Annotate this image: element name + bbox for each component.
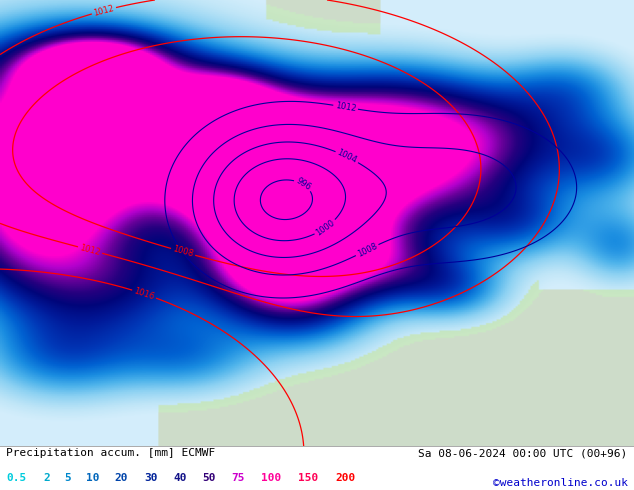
Text: 1008: 1008 xyxy=(356,242,378,259)
Text: 1000: 1000 xyxy=(314,218,337,237)
Text: 200: 200 xyxy=(335,473,356,484)
Text: 1016: 1016 xyxy=(133,286,155,301)
Text: 1008: 1008 xyxy=(172,245,195,259)
Text: 10: 10 xyxy=(86,473,99,484)
Text: Precipitation accum. [mm] ECMWF: Precipitation accum. [mm] ECMWF xyxy=(6,448,216,458)
Text: 1004: 1004 xyxy=(335,148,358,166)
Text: Sa 08-06-2024 00:00 UTC (00+96): Sa 08-06-2024 00:00 UTC (00+96) xyxy=(418,448,628,458)
Text: 0.5: 0.5 xyxy=(6,473,27,484)
Text: 1012: 1012 xyxy=(93,3,115,18)
Text: 75: 75 xyxy=(231,473,245,484)
Text: 40: 40 xyxy=(173,473,186,484)
Text: 1012: 1012 xyxy=(79,243,101,257)
Text: 1012: 1012 xyxy=(335,101,357,113)
Text: 50: 50 xyxy=(202,473,216,484)
Text: 30: 30 xyxy=(144,473,157,484)
Text: 100: 100 xyxy=(261,473,281,484)
Text: ©weatheronline.co.uk: ©weatheronline.co.uk xyxy=(493,478,628,488)
Text: 2: 2 xyxy=(44,473,51,484)
Text: 5: 5 xyxy=(65,473,72,484)
Text: 996: 996 xyxy=(294,176,313,193)
Text: 20: 20 xyxy=(115,473,128,484)
Text: 150: 150 xyxy=(298,473,318,484)
